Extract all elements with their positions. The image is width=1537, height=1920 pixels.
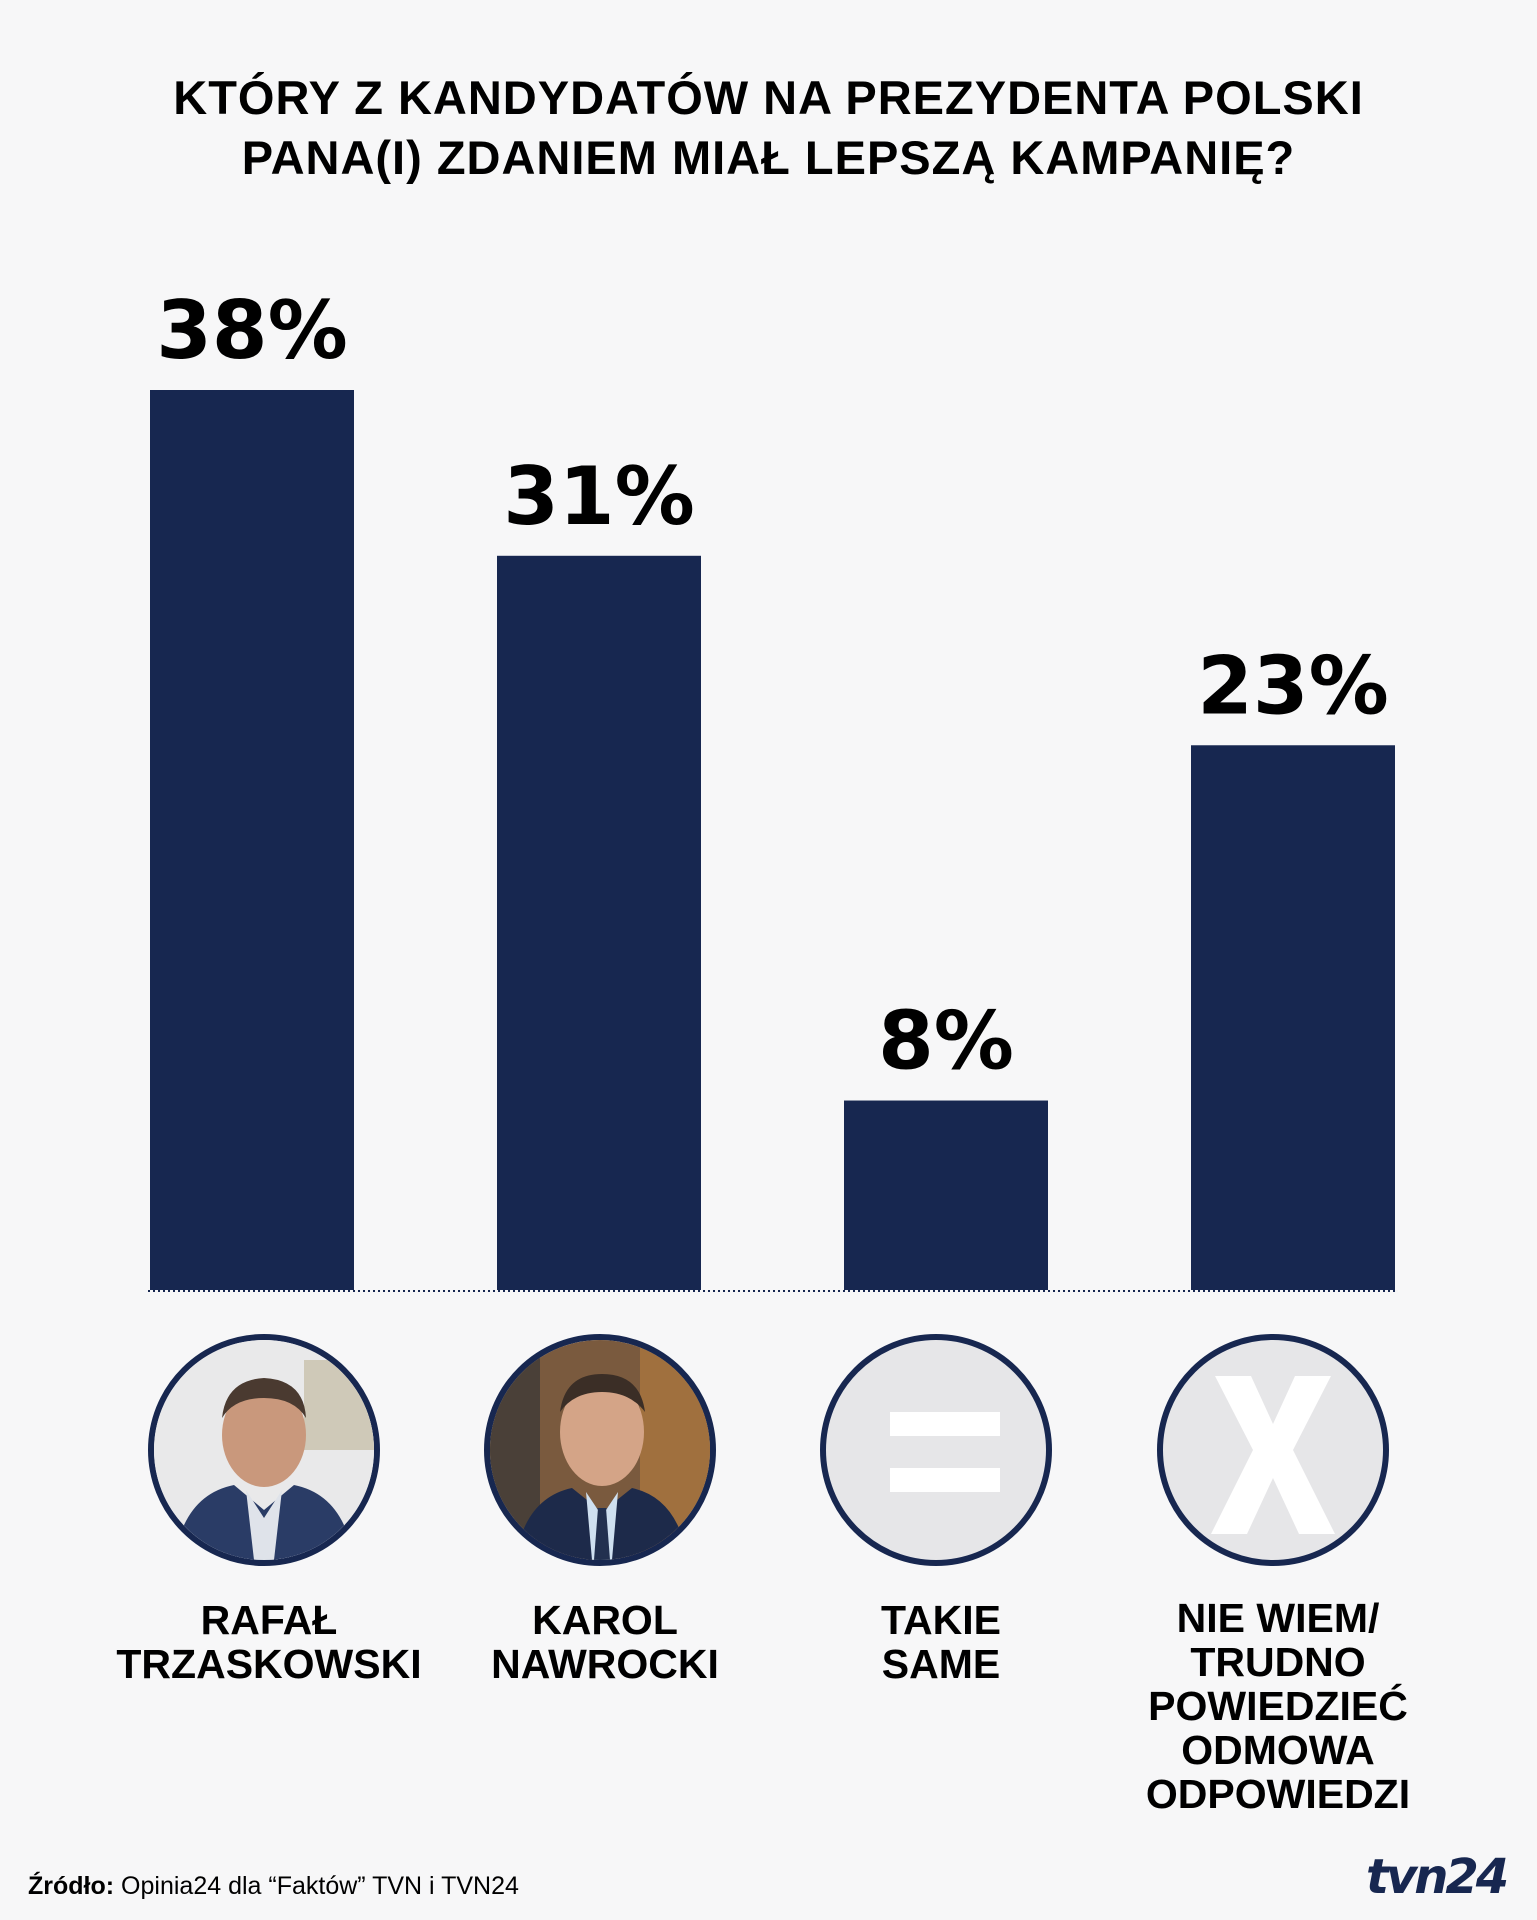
person-photo-icon [490,1340,710,1560]
avatar-takie-same [820,1334,1052,1566]
avatar-nie-wiem [1157,1334,1389,1566]
data-label-2: 8% [878,995,1014,1088]
data-label-3: 23% [1197,639,1388,732]
equals-icon [890,1412,1000,1492]
chart-title-line-1: KTÓRY Z KANDYDATÓW NA PREZYDENTA POLSKI [173,71,1364,124]
bar-0 [150,390,354,1290]
category-label-nie-wiem: NIE WIEM/ TRUDNO POWIEDZIEĆ ODMOWA ODPOW… [1145,1595,1411,1817]
bar-chart: 38% 31% 8% 23% [148,284,1398,1292]
source-text: Opinia24 dla “Faktów” TVN i TVN24 [121,1872,519,1900]
bar-3 [1191,745,1395,1290]
person-photo-icon [154,1340,374,1560]
source-label: Źródło: [28,1872,115,1900]
data-label-1: 31% [503,450,694,543]
avatar-trzaskowski [148,1334,380,1566]
chart-title: KTÓRY Z KANDYDATÓW NA PREZYDENTA POLSKI … [0,68,1537,188]
chart-title-line-2: PANA(I) ZDANIEM MIAŁ LEPSZĄ KAMPANIĘ? [241,131,1296,184]
category-label-nawrocki: KAROL NAWROCKI [491,1597,719,1687]
category-label-takie-same: TAKIE SAME [881,1597,1001,1687]
source-note: Źródło: Opinia24 dla “Faktów” TVN i TVN2… [28,1872,519,1901]
bar-1 [497,555,701,1290]
x-icon [1211,1376,1335,1534]
category-label-trzaskowski: RAFAŁ TRZASKOWSKI [116,1597,422,1687]
bar-2 [844,1100,1048,1290]
data-label-0: 38% [156,284,347,377]
tvn24-logo: tvn24 [1366,1849,1509,1905]
avatar-nawrocki [484,1334,716,1566]
